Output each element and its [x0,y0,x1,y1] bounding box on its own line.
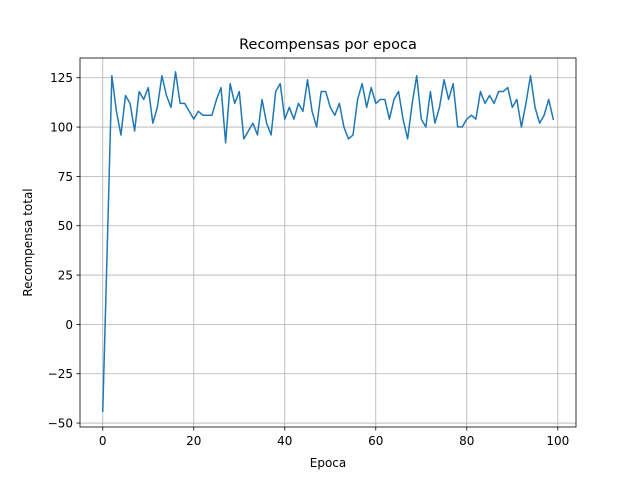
plot-frame [79,57,577,428]
y-tick-label: 50 [58,219,73,233]
grid [80,58,576,427]
x-axis-label: Epoca [310,456,347,470]
x-tick-label: 80 [459,434,474,448]
y-tick-label: 25 [58,269,73,283]
y-tick-label: −25 [48,367,73,381]
y-tick-label: 75 [58,170,73,184]
y-tick-label: 100 [50,121,73,135]
chart-title: Recompensas por epoca [239,37,417,53]
y-tick-label: 0 [65,318,73,332]
x-tick-label: 0 [99,434,107,448]
x-tick-label: 40 [277,434,292,448]
series-layer [101,71,555,412]
x-tick-label: 100 [546,434,569,448]
y-tick-label: 125 [50,71,73,85]
ticks: 0 20 40 60 80 100 −50 −25 0 25 50 75 100 125 [48,71,570,448]
x-tick-label: 20 [186,434,201,448]
x-tick-label: 60 [368,434,383,448]
series-line [101,71,555,412]
y-axis-label: Recompensa total [21,188,35,296]
y-tick-label: −50 [48,417,73,431]
